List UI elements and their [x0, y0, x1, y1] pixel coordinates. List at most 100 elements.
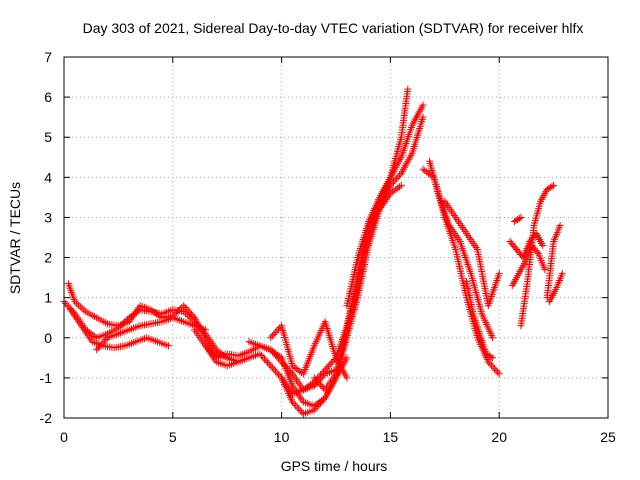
data-point — [187, 310, 195, 318]
data-point — [62, 299, 70, 307]
data-point — [78, 304, 86, 312]
data-point — [76, 303, 84, 311]
data-point — [293, 403, 301, 411]
x-tick-label: 5 — [169, 429, 177, 445]
y-tick-label: 7 — [44, 49, 52, 65]
data-point — [324, 362, 332, 370]
series-arc-12 — [419, 165, 503, 378]
data-point — [326, 361, 334, 369]
data-point — [517, 213, 525, 221]
data-point — [259, 353, 267, 361]
data-point — [419, 101, 427, 109]
data-point — [515, 214, 523, 222]
data-point — [393, 174, 401, 182]
data-point — [315, 373, 323, 381]
data-point — [99, 339, 107, 347]
data-point — [274, 370, 282, 378]
data-point — [63, 301, 71, 309]
data-point — [320, 368, 328, 376]
data-point — [267, 334, 275, 342]
data-point — [305, 382, 313, 390]
y-tick-label: 4 — [44, 169, 52, 185]
data-point — [176, 305, 184, 313]
data-point — [298, 408, 306, 416]
chart-title: Day 303 of 2021, Sidereal Day-to-day VTE… — [83, 20, 584, 36]
data-point — [94, 344, 102, 352]
data-point — [152, 310, 160, 318]
data-point — [268, 332, 276, 340]
data-point — [93, 346, 101, 354]
data-point — [100, 337, 108, 345]
series-arc-21 — [545, 270, 566, 306]
data-point — [556, 221, 564, 229]
data-point — [261, 355, 269, 363]
data-point — [343, 354, 351, 362]
data-point — [147, 306, 155, 314]
data-point — [295, 405, 303, 413]
data-point — [174, 307, 182, 315]
data-point — [419, 165, 427, 173]
series-arc-4 — [93, 314, 209, 354]
y-tick-label: 3 — [44, 209, 52, 225]
data-point — [288, 362, 296, 370]
data-point — [299, 386, 307, 394]
series-arc-15 — [463, 278, 497, 362]
data-point — [288, 398, 296, 406]
data-point — [151, 308, 159, 316]
x-tick-label: 15 — [383, 429, 399, 445]
data-point — [489, 334, 497, 342]
series-arc-9 — [310, 113, 427, 394]
data-point — [318, 382, 326, 390]
data-point — [180, 302, 188, 310]
data-point — [492, 366, 500, 374]
x-tick-label: 20 — [491, 429, 507, 445]
data-point — [316, 371, 324, 379]
data-point — [264, 358, 272, 366]
data-point — [97, 341, 105, 349]
data-point — [486, 360, 494, 368]
data-point — [75, 301, 83, 309]
data-point — [487, 353, 495, 361]
data-point — [271, 367, 279, 375]
data-point — [533, 248, 541, 256]
data-point — [273, 369, 281, 377]
data-point — [91, 332, 99, 340]
data-point — [390, 187, 398, 195]
data-point — [73, 299, 81, 307]
data-point — [267, 346, 275, 354]
data-point — [296, 367, 304, 375]
data-point — [394, 173, 402, 181]
data-point — [394, 184, 402, 192]
data-point — [489, 363, 497, 371]
series-arc-14 — [441, 197, 503, 310]
y-tick-label: -2 — [40, 410, 53, 426]
data-point — [487, 361, 495, 369]
data-point — [294, 366, 302, 374]
series-arc-11 — [343, 101, 427, 310]
data-point — [256, 350, 264, 358]
data-point — [386, 189, 394, 197]
data-point — [276, 372, 284, 380]
data-point — [268, 364, 276, 372]
data-point — [391, 176, 399, 184]
x-tick-label: 10 — [274, 429, 290, 445]
data-point — [303, 383, 311, 391]
x-tick-label: 0 — [60, 429, 68, 445]
data-point — [308, 379, 316, 387]
series-arc-20 — [543, 221, 564, 302]
data-point — [312, 376, 320, 384]
data-point — [149, 307, 157, 315]
data-point — [312, 401, 320, 409]
series-arc-10 — [267, 318, 351, 382]
data-point — [541, 266, 549, 274]
data-point — [172, 308, 180, 316]
data-point — [423, 168, 431, 176]
data-point — [80, 306, 88, 314]
data-point — [307, 381, 315, 389]
data-point — [396, 171, 404, 179]
data-point — [296, 407, 304, 415]
y-tick-label: 6 — [44, 89, 52, 105]
plot-frame — [63, 56, 609, 419]
data-point — [495, 370, 503, 378]
data-point — [319, 395, 327, 403]
